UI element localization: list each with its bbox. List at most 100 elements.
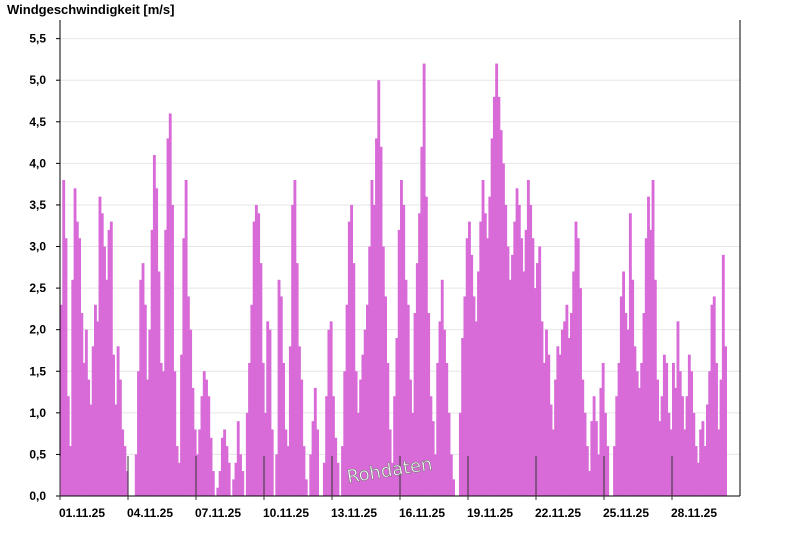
wind-speed-bar <box>427 313 431 496</box>
wind-speed-bar <box>524 229 528 496</box>
wind-speed-bar <box>581 379 585 496</box>
wind-speed-bar <box>594 421 598 496</box>
wind-speed-bar <box>173 371 177 496</box>
wind-speed-bar <box>708 371 712 496</box>
wind-speed-bar <box>506 246 510 496</box>
wind-speed-bar <box>381 246 385 496</box>
wind-speed-bar <box>429 396 433 496</box>
wind-speed-bar <box>653 279 657 496</box>
y-tick-label: 5,5 <box>29 32 46 46</box>
wind-speed-bar <box>515 188 519 496</box>
wind-speed-bar <box>536 263 539 496</box>
x-tick-label: 25.11.25 <box>603 506 649 520</box>
wind-speed-bar <box>302 446 306 496</box>
y-tick-label: 3,5 <box>29 198 46 212</box>
wind-speed-bar <box>692 412 696 496</box>
wind-speed-bar <box>345 304 349 496</box>
wind-speed-bar <box>590 421 594 496</box>
wind-speed-bar <box>431 421 435 496</box>
wind-speed-bar <box>486 238 489 496</box>
wind-speed-bar <box>157 271 161 496</box>
wind-speed-bar <box>529 204 533 496</box>
wind-speed-bar <box>390 462 394 496</box>
wind-speed-bar <box>96 321 100 496</box>
wind-speed-bar <box>159 362 163 496</box>
wind-speed-bar <box>209 437 213 496</box>
wind-speed-bar <box>359 379 363 496</box>
wind-speed-bar <box>481 180 485 496</box>
wind-speed-bar <box>502 163 505 496</box>
wind-speed-bar <box>109 221 113 496</box>
wind-speed-bar <box>479 221 483 496</box>
wind-speed-bar <box>560 329 564 496</box>
wind-speed-bar <box>409 379 412 496</box>
wind-speed-bar <box>712 296 716 496</box>
wind-speed-bar <box>472 296 476 496</box>
wind-speed-bar <box>184 180 188 496</box>
wind-speed-bar <box>449 454 453 496</box>
wind-speed-bar <box>658 421 662 496</box>
wind-speed-bar <box>180 354 183 496</box>
wind-speed-bar <box>225 446 229 496</box>
wind-speed-bar <box>415 263 419 496</box>
wind-speed-bar <box>89 404 93 496</box>
wind-speed-bar <box>685 396 689 496</box>
y-tick-label: 2,0 <box>29 323 46 337</box>
wind-speed-bar <box>205 379 208 496</box>
wind-speed-bar <box>125 471 129 496</box>
wind-speed-bar <box>721 254 725 496</box>
wind-speed-bar <box>311 421 315 496</box>
wind-speed-bar <box>567 338 571 496</box>
wind-speed-bar <box>540 321 544 496</box>
wind-speed-bar <box>257 213 261 496</box>
wind-speed-bar <box>245 412 249 496</box>
chart-title: Windgeschwindigkeit [m/s] <box>7 2 174 17</box>
wind-speed-bar <box>379 146 383 497</box>
wind-speed-bar <box>597 454 601 496</box>
wind-speed-bar <box>150 229 154 496</box>
wind-speed-bar <box>200 396 204 496</box>
y-tick-label: 1,5 <box>29 364 46 378</box>
wind-speed-bar <box>121 429 125 496</box>
wind-speed-bar <box>352 263 356 496</box>
wind-speed-bar <box>313 387 317 496</box>
wind-speed-bar <box>463 296 467 496</box>
wind-speed-bar <box>196 454 199 496</box>
wind-speed-bar <box>447 412 451 496</box>
wind-speed-bar <box>372 204 376 496</box>
y-tick-label: 0,0 <box>29 489 46 503</box>
wind-speed-bar <box>98 196 102 496</box>
wind-speed-bar <box>227 462 231 496</box>
wind-speed-bar <box>533 288 537 496</box>
wind-speed-bar <box>288 346 292 496</box>
wind-speed-bar <box>334 437 338 496</box>
wind-speed-bar <box>386 362 390 496</box>
wind-speed-bar <box>601 362 605 496</box>
wind-speed-bar <box>322 462 326 496</box>
wind-speed-bar <box>60 304 63 496</box>
y-tick-label: 3,0 <box>29 240 46 254</box>
wind-speed-bar <box>143 304 147 496</box>
wind-speed-bar <box>513 221 517 496</box>
wind-speed-bar <box>304 479 308 496</box>
wind-speed-bar <box>613 446 616 496</box>
wind-speed-bar <box>588 471 591 496</box>
x-tick-label: 22.11.25 <box>535 506 581 520</box>
wind-speed-bar <box>690 371 693 496</box>
wind-speed-bar <box>628 213 632 496</box>
wind-speed-bar <box>123 446 127 496</box>
wind-speed-bar <box>354 371 358 496</box>
wind-speed-bar <box>239 454 242 496</box>
wind-speed-bar <box>94 304 97 496</box>
wind-speed-bar <box>377 80 381 497</box>
wind-speed-bar <box>542 362 546 496</box>
wind-speed-bar <box>511 254 514 496</box>
wind-speed-bar <box>295 263 299 496</box>
wind-speed-bar <box>520 238 523 496</box>
wind-speed-bar <box>681 396 684 496</box>
wind-speed-bar <box>576 238 580 496</box>
wind-speed-bar <box>400 180 403 496</box>
wind-speed-bar <box>105 279 109 496</box>
wind-speed-bar <box>252 221 256 496</box>
wind-speed-bar <box>275 454 279 496</box>
